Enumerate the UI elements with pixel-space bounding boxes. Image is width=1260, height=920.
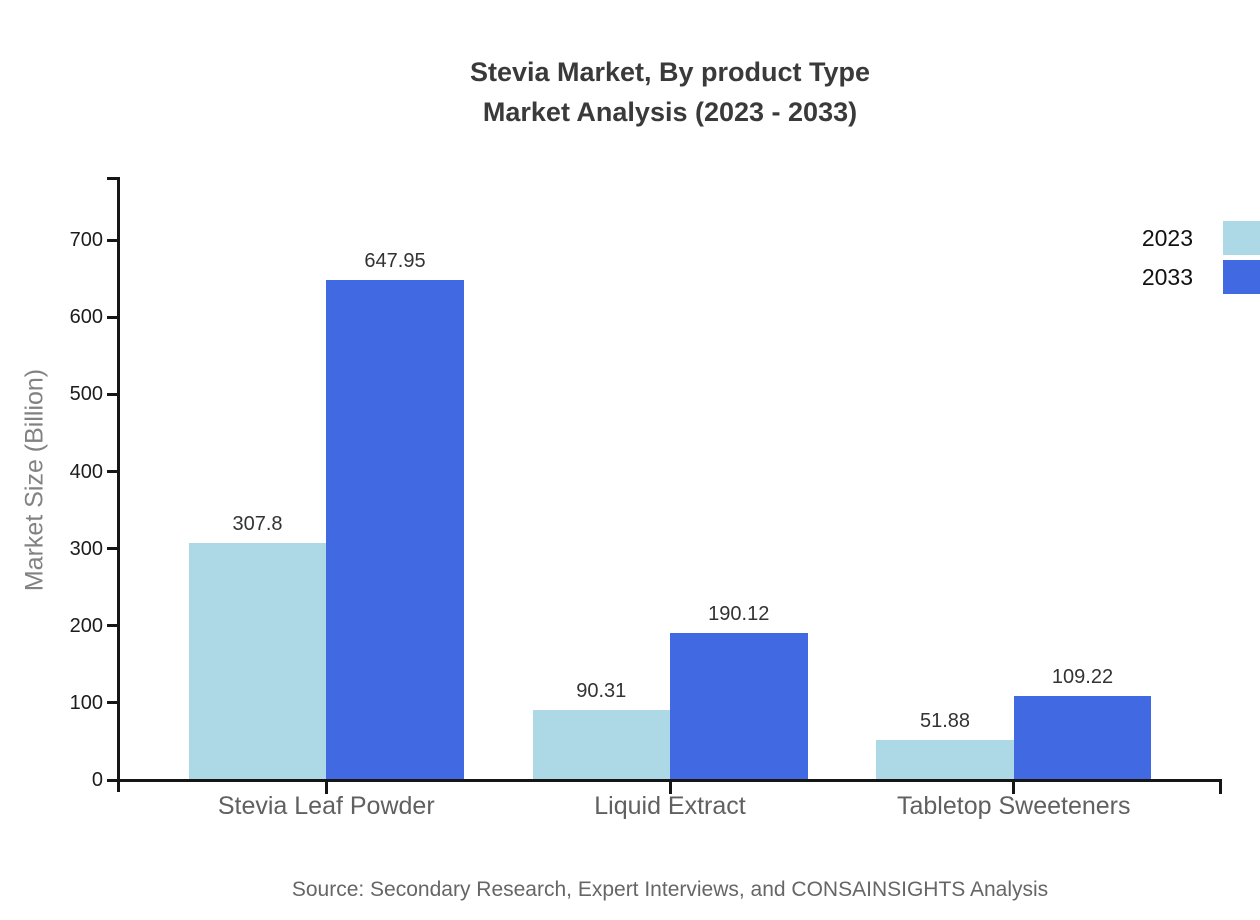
x-axis-tick — [668, 782, 672, 794]
bar-2033-1 — [326, 280, 464, 780]
bar-2023-3 — [876, 740, 1014, 780]
source-text: Source: Secondary Research, Expert Inter… — [291, 878, 1049, 901]
value-label: 307.8 — [232, 512, 283, 535]
legend-item-2023: 2023 — [1142, 221, 1260, 255]
x-axis-tick — [1012, 782, 1016, 794]
legend-label-2023: 2023 — [1141, 224, 1193, 251]
x-axis-category-label: Liquid Extract — [594, 792, 746, 820]
plot-area: 0 100 200 300 400 500 600 700 Stevia Leaf Powder… — [70, 177, 1222, 820]
bar-2033-2 — [670, 633, 808, 780]
y-axis-tick — [107, 547, 120, 551]
value-label: 109.22 — [1051, 665, 1114, 688]
bar-2033-3 — [1013, 695, 1152, 780]
y-axis-tick — [107, 470, 120, 474]
value-label: 90.31 — [576, 680, 627, 703]
y-axis-tick-label: 100 — [69, 691, 103, 714]
x-axis-tick — [324, 782, 328, 794]
y-axis-tick — [107, 392, 120, 396]
y-axis-top-cap — [107, 177, 120, 180]
x-axis-category-label: Stevia Leaf Powder — [217, 792, 435, 820]
x-axis-end-tick — [1219, 782, 1222, 794]
legend-swatch-2023 — [1223, 221, 1260, 255]
value-label: 647.95 — [364, 250, 426, 273]
x-axis-line — [107, 779, 1222, 782]
value-label: 190.12 — [708, 603, 770, 626]
legend-label-2033: 2033 — [1141, 263, 1193, 290]
chart-title-line-2: Market Analysis (2023 - 2033) — [482, 97, 858, 127]
y-axis-tick-label: 700 — [69, 229, 103, 252]
bar-2023-1 — [188, 542, 327, 780]
bar-2023-2 — [532, 710, 670, 780]
y-axis-tick-label: 0 — [91, 769, 103, 791]
y-axis-tick-label: 200 — [69, 614, 103, 637]
y-axis-tick — [107, 701, 120, 705]
legend-swatch-2033 — [1223, 260, 1260, 294]
y-axis-line — [117, 177, 120, 792]
legend: 2023 2033 — [1142, 221, 1260, 299]
chart-title-line-1: Stevia Market, By product Type — [469, 57, 871, 87]
y-axis-tick-label: 400 — [69, 460, 103, 483]
value-label: 51.88 — [919, 710, 971, 732]
chart-title: Stevia Market, By product Type Market An… — [80, 52, 1260, 132]
y-axis-tick-label: 600 — [69, 306, 103, 329]
y-axis-tick — [107, 624, 120, 628]
y-axis-tick — [107, 238, 120, 242]
y-axis-tick-label: 500 — [69, 383, 103, 406]
x-axis-category-label: Tabletop Sweeteners — [897, 792, 1131, 820]
y-axis-tick-label: 300 — [69, 537, 103, 560]
y-axis-tick — [107, 315, 120, 319]
legend-item-2033: 2033 — [1142, 260, 1260, 294]
